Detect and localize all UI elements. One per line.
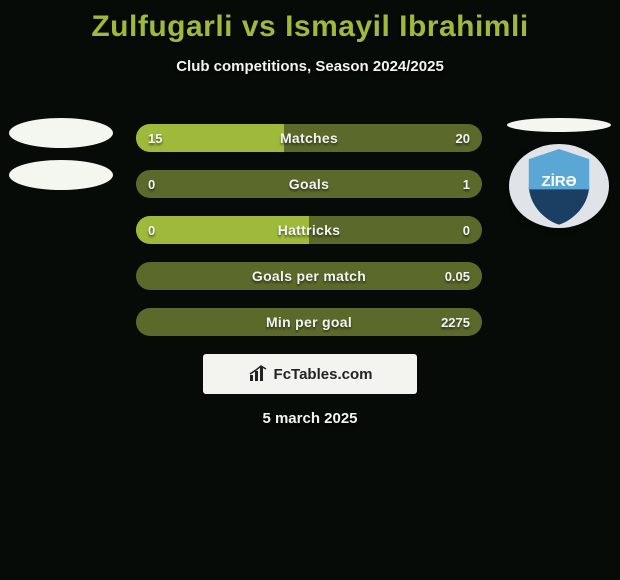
subtitle: Club competitions, Season 2024/2025 [0, 58, 620, 75]
title-vs: vs [242, 10, 276, 43]
stat-label-hattricks: Hattricks [136, 216, 482, 244]
stat-label-goals-per-match: Goals per match [136, 262, 482, 290]
attribution-box: FcTables.com [203, 354, 417, 394]
stat-label-matches: Matches [136, 124, 482, 152]
attribution-text: FcTables.com [274, 366, 373, 383]
zira-club-badge: ZİRƏ [509, 144, 609, 228]
club-badge-text: ZİRƏ [541, 173, 576, 190]
chart-icon [248, 364, 268, 384]
player-a-slot [6, 118, 116, 228]
comparison-infographic: Zulfugarli vs Ismayil Ibrahimli Club com… [0, 0, 620, 580]
stat-row-matches: 1520Matches [136, 124, 482, 152]
player-a-placeholder-2 [9, 160, 113, 190]
stat-label-min-per-goal: Min per goal [136, 308, 482, 336]
date: 5 march 2025 [0, 410, 620, 427]
stat-row-goals: 01Goals [136, 170, 482, 198]
player-b-slot: ZİRƏ [504, 118, 614, 228]
title: Zulfugarli vs Ismayil Ibrahimli [0, 0, 620, 44]
shield-icon: ZİRƏ [517, 144, 601, 228]
player-a-placeholder-1 [9, 118, 113, 148]
title-player-a: Zulfugarli [91, 10, 233, 43]
player-b-placeholder [507, 118, 611, 132]
stat-label-goals: Goals [136, 170, 482, 198]
title-player-b: Ismayil Ibrahimli [285, 10, 529, 43]
stat-row-hattricks: 00Hattricks [136, 216, 482, 244]
stat-bars: 1520Matches 01Goals 00Hattricks 0.05Goals p… [136, 124, 482, 336]
stat-row-goals-per-match: 0.05Goals per match [136, 262, 482, 290]
stat-row-min-per-goal: 2275Min per goal [136, 308, 482, 336]
